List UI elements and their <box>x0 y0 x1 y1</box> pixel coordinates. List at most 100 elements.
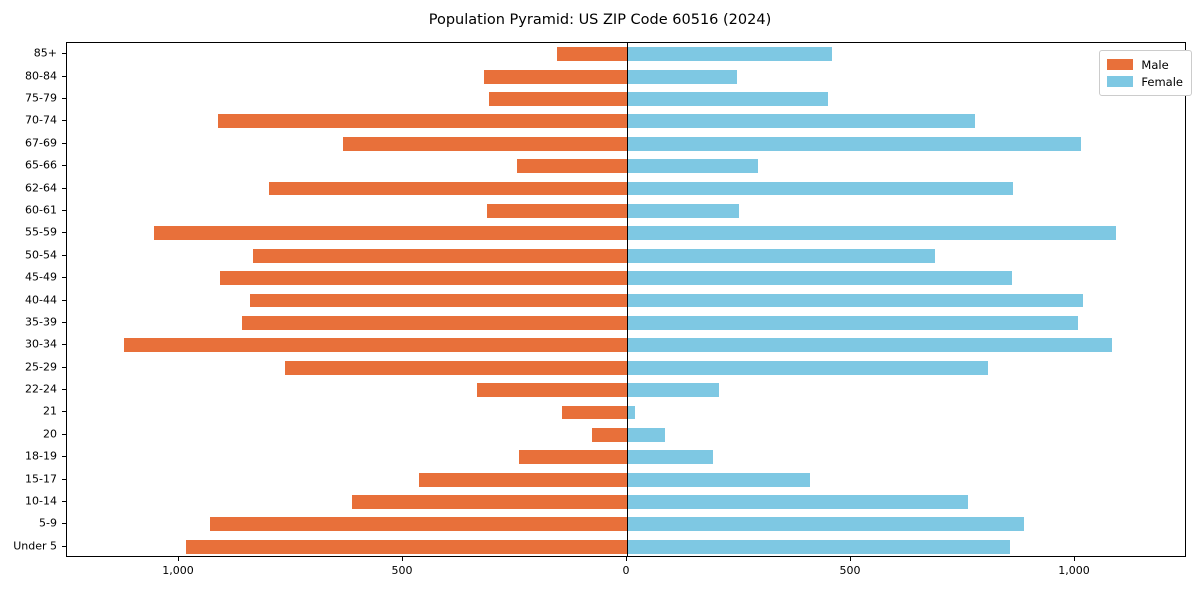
bar-female-22-24 <box>627 383 719 397</box>
zero-axis-line <box>627 43 628 556</box>
y-tick-label: 70-74 <box>25 113 57 127</box>
pyramid-row <box>67 315 1185 330</box>
y-tick-mark <box>62 344 66 346</box>
x-tick-label: 500 <box>391 564 413 577</box>
x-tick-label: 1,000 <box>162 564 194 577</box>
pyramid-row <box>67 495 1185 509</box>
y-tick-label: 45-49 <box>25 270 57 284</box>
y-tick-label: 15-17 <box>25 472 57 486</box>
y-tick-label: 60-61 <box>25 203 57 217</box>
pyramid-row <box>67 539 1185 554</box>
chart-title: Population Pyramid: US ZIP Code 60516 (2… <box>428 12 772 28</box>
bar-male-80-84 <box>484 69 627 84</box>
x-tick-mark <box>402 557 403 561</box>
y-tick-label: 25-29 <box>25 360 57 374</box>
bar-male-70-74 <box>217 114 627 129</box>
bar-male-20 <box>592 427 627 442</box>
legend-swatch-female <box>1107 76 1134 87</box>
y-tick-mark <box>62 411 66 413</box>
y-tick-mark <box>62 433 66 435</box>
pyramid-row <box>67 114 1185 129</box>
bar-female-20 <box>627 427 666 442</box>
bar-male-50-54 <box>252 248 627 263</box>
y-tick-label: 10-14 <box>25 494 57 508</box>
y-tick-label: 40-44 <box>25 293 57 306</box>
bar-male-15-17 <box>419 472 627 487</box>
y-tick-mark <box>62 120 66 122</box>
bar-female-50-54 <box>627 248 936 263</box>
pyramid-row <box>67 181 1185 196</box>
x-tick-mark <box>1074 557 1075 561</box>
pyramid-row <box>67 159 1185 174</box>
y-tick-label: 62-64 <box>25 181 57 195</box>
bar-female-35-39 <box>627 315 1079 330</box>
pyramid-row <box>67 450 1185 465</box>
pyramid-row <box>67 293 1185 308</box>
y-tick-mark <box>62 545 66 547</box>
bar-female-85- <box>627 47 833 62</box>
pyramid-row <box>67 271 1185 286</box>
bar-female-62-64 <box>627 181 1013 196</box>
x-tick-label: 500 <box>839 564 861 577</box>
pyramid-row <box>67 338 1185 353</box>
y-tick-label: 65-66 <box>25 158 57 172</box>
bar-male-55-59 <box>154 226 627 241</box>
legend-label: Male <box>1141 57 1169 72</box>
bar-female-55-59 <box>627 226 1117 241</box>
pyramid-row <box>67 226 1185 241</box>
pyramid-row <box>67 427 1185 442</box>
pyramid-row <box>67 517 1185 532</box>
pyramid-row <box>67 405 1185 420</box>
y-tick-label: Under 5 <box>13 539 57 553</box>
bar-female-70-74 <box>627 114 976 129</box>
bar-female-67-69 <box>627 136 1081 151</box>
plot-area <box>66 42 1186 557</box>
y-tick-label: 50-54 <box>25 248 57 262</box>
bar-female-25-29 <box>627 360 989 375</box>
bar-female-45-49 <box>627 271 1012 286</box>
x-tick-mark <box>626 557 627 561</box>
y-axis: 85+ 80-84 75-79 70-74 67-69 65-66 62-64 60-61 55… <box>0 42 66 557</box>
legend-swatch-male <box>1107 59 1134 70</box>
bar-male-under-5 <box>185 539 627 554</box>
y-tick-label: 80-84 <box>25 69 57 83</box>
bar-female-10-14 <box>627 495 968 509</box>
y-tick-label: 85+ <box>33 46 57 60</box>
bar-male-60-61 <box>487 203 627 218</box>
bar-male-18-19 <box>519 450 627 465</box>
bar-male-75-79 <box>489 92 627 106</box>
legend-entry: Male <box>1107 56 1183 73</box>
y-tick-label: 35-39 <box>25 315 57 329</box>
x-tick-label: 1,000 <box>1058 564 1090 577</box>
y-tick-mark <box>62 97 66 99</box>
pyramid-row <box>67 136 1185 151</box>
y-tick-mark <box>62 53 66 55</box>
y-tick-mark <box>62 209 66 211</box>
bar-male-22-24 <box>477 383 627 397</box>
bar-male-35-39 <box>242 315 627 330</box>
x-tick-mark <box>178 557 179 561</box>
pyramid-row <box>67 69 1185 84</box>
bar-female-60-61 <box>627 203 739 218</box>
bars-layer <box>67 43 1185 556</box>
legend-entry: Female <box>1107 73 1183 90</box>
bar-female-15-17 <box>627 472 810 487</box>
y-tick-mark <box>62 142 66 144</box>
bar-male-25-29 <box>285 360 627 375</box>
y-tick-mark <box>62 277 66 279</box>
bar-male-10-14 <box>351 495 627 509</box>
pyramid-row <box>67 92 1185 106</box>
bar-male-21 <box>562 405 627 420</box>
y-tick-label: 21 <box>43 404 57 418</box>
bar-male-30-34 <box>124 338 627 353</box>
x-tick-mark <box>850 557 851 561</box>
y-tick-mark <box>62 523 66 525</box>
bar-female-80-84 <box>627 69 737 84</box>
y-tick-mark <box>62 165 66 167</box>
bar-male-67-69 <box>343 136 627 151</box>
y-tick-mark <box>62 299 66 301</box>
pyramid-row <box>67 472 1185 487</box>
legend-label: Female <box>1141 74 1183 89</box>
bar-female-40-44 <box>627 293 1084 308</box>
